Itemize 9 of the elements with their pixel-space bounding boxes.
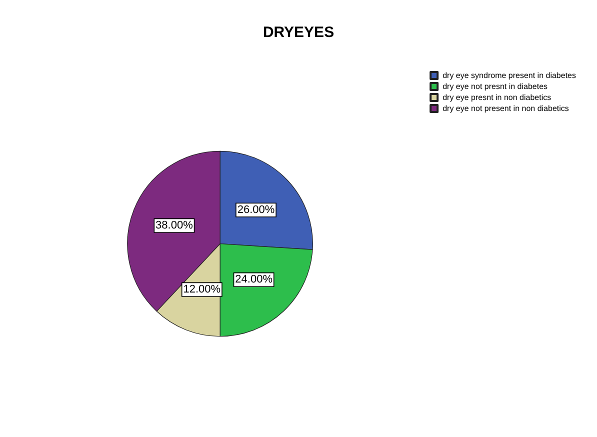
- legend-label: dry eye not present in non diabetics: [442, 104, 569, 113]
- legend-label: dry eye presnt in non diabetics: [442, 93, 552, 102]
- legend-label: dry eye not presnt in diabetes: [442, 82, 548, 91]
- data-label: 12.00%: [183, 284, 221, 296]
- data-label: 26.00%: [237, 204, 275, 216]
- data-label: 24.00%: [235, 274, 273, 286]
- data-label: 38.00%: [156, 220, 194, 232]
- chart-title: DRYEYES: [262, 24, 334, 41]
- legend-label: dry eye syndrome present in diabetes: [442, 71, 576, 80]
